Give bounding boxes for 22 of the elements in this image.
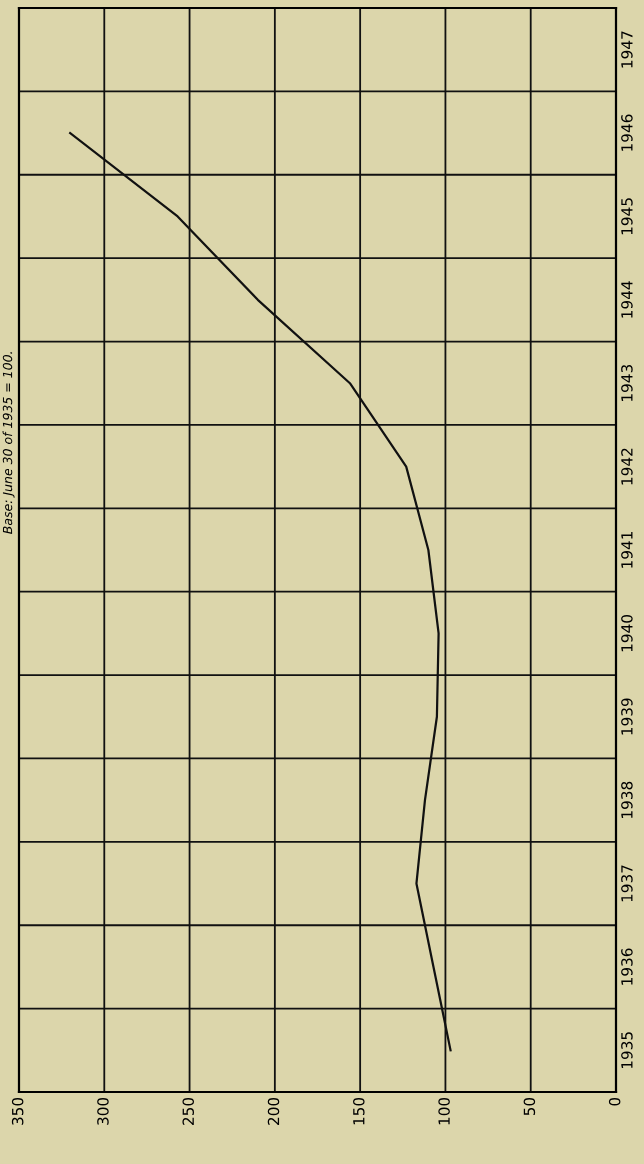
y-tick-label: 1940	[621, 614, 633, 652]
y-tick-label: 1938	[621, 781, 633, 818]
x-tick-label: 50	[523, 1097, 536, 1116]
y-tick-label: 1935	[621, 1032, 633, 1069]
y-tick-label: 1943	[621, 365, 633, 401]
y-tick-label: 1947	[621, 31, 633, 68]
x-tick-label: 250	[182, 1097, 194, 1125]
y-tick-label: 1944	[621, 281, 633, 318]
y-tick-label: 1936	[621, 948, 633, 985]
x-tick-label: 100	[438, 1097, 450, 1125]
x-tick-label: 350	[11, 1097, 24, 1125]
y-tick-label: 1937	[621, 865, 633, 902]
y-tick-label: 1939	[621, 698, 633, 735]
x-tick-label: 0	[608, 1097, 621, 1106]
x-tick-label: 300	[97, 1097, 109, 1125]
x-tick-label: 200	[267, 1097, 280, 1125]
y-tick-label: 1945	[621, 198, 633, 235]
y-tick-label: 1942	[621, 448, 633, 485]
x-tick-label: 150	[353, 1097, 365, 1125]
y-tick-label: 1946	[621, 114, 633, 151]
text: Base: June 30 of 1935 = 100.	[2, 352, 15, 534]
y-tick-label: 1941	[621, 531, 633, 568]
